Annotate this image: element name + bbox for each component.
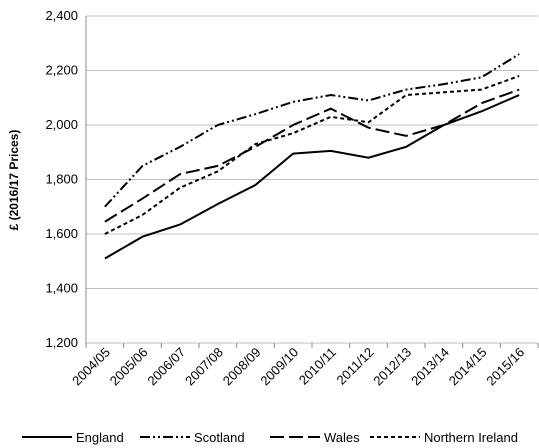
x-tick-label: 2007/08 <box>182 345 226 389</box>
x-tick-label: 2009/10 <box>257 345 301 389</box>
y-tick-label: 1,200 <box>45 335 78 350</box>
x-tick-label: 2014/15 <box>446 345 490 389</box>
series-line <box>104 53 520 208</box>
y-tick-label: 1,600 <box>45 226 78 241</box>
y-tick-label: 1,800 <box>45 172 78 187</box>
x-tick-label: 2012/13 <box>370 345 414 389</box>
series-line <box>104 75 520 235</box>
x-tick-label: 2005/06 <box>107 345 151 389</box>
x-tick-label: 2010/11 <box>296 345 339 388</box>
x-tick-label: 2008/09 <box>220 345 264 389</box>
y-tick-label: 1,400 <box>45 281 78 296</box>
x-tick-label: 2015/16 <box>483 345 527 389</box>
legend-label: Wales <box>324 430 360 445</box>
x-tick-label: 2004/05 <box>69 345 113 389</box>
y-tick-label: 2,200 <box>45 63 78 78</box>
y-tick-label: 2,400 <box>45 8 78 23</box>
x-tick-label: 2011/12 <box>333 345 376 388</box>
legend-label: Northern Ireland <box>424 430 518 445</box>
legend-label: Scotland <box>194 430 245 445</box>
series-line <box>104 94 520 260</box>
series-line <box>104 88 520 223</box>
x-tick-label: 2013/14 <box>408 345 452 389</box>
legend-label: England <box>76 430 124 445</box>
y-tick-label: 2,000 <box>45 117 78 132</box>
y-axis-label: £ (2016/17 Prices) <box>7 130 21 231</box>
x-tick-label: 2006/07 <box>144 345 188 389</box>
